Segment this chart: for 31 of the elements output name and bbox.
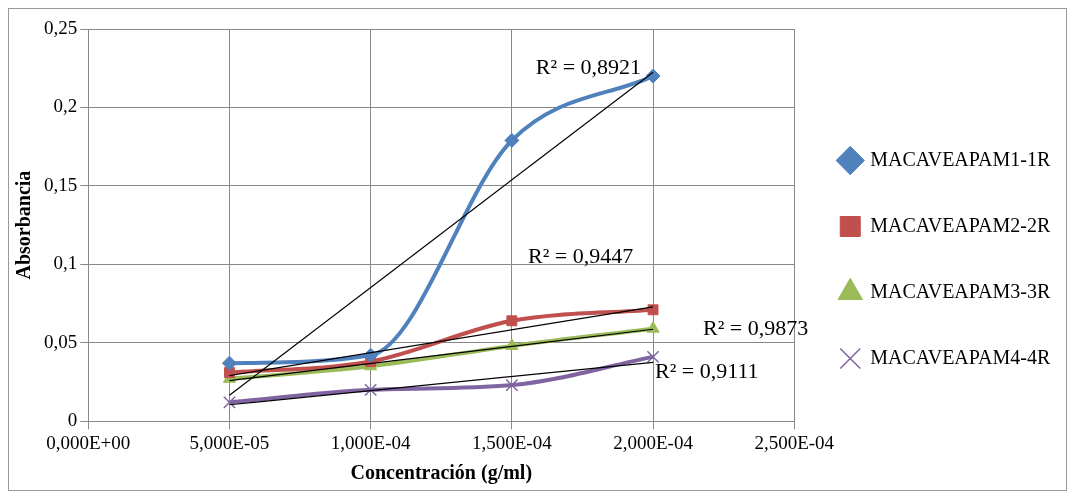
annotation: R² = 0,9873 (703, 315, 809, 341)
point (221, 355, 237, 371)
point (505, 378, 519, 392)
legend-label: MACAVEAPAM1-1R (870, 147, 1051, 170)
y-tick-label: 0 (67, 409, 78, 431)
point (647, 304, 659, 316)
point (506, 315, 518, 327)
x-tick-label: 1,500E-04 (472, 431, 553, 453)
x-tick-label: 1,000E-04 (330, 431, 411, 453)
annotation: R² = 0,9447 (528, 242, 634, 268)
legend-label: MACAVEAPAM4-4R (870, 345, 1051, 368)
legend-label: MACAVEAPAM2-2R (870, 213, 1051, 236)
annotation: R² = 0,9111 (655, 358, 759, 384)
y-tick-label: 0,2 (53, 95, 78, 117)
x-tick-label: 2,000E-04 (613, 431, 694, 453)
y-tick-label: 0,15 (44, 173, 78, 195)
x-tick-label: 5,000E-05 (189, 431, 270, 453)
legend-label: MACAVEAPAM3-3R (870, 279, 1051, 302)
x-axis-title: Concentración (g/ml) (350, 461, 533, 485)
y-tick-label: 0,1 (53, 252, 78, 274)
x-tick-label: 0,000E+00 (46, 431, 131, 453)
point (223, 395, 236, 409)
point (646, 350, 660, 364)
point (504, 132, 520, 148)
annotation: R² = 0,8921 (535, 54, 642, 80)
y-tick-label: 0,05 (44, 330, 78, 352)
point (646, 321, 660, 333)
point (364, 383, 378, 397)
y-axis-title: Absorbancia (12, 170, 35, 280)
y-tick-label: 0,25 (44, 16, 78, 38)
x-tick-label: 2,500E-04 (754, 431, 835, 453)
